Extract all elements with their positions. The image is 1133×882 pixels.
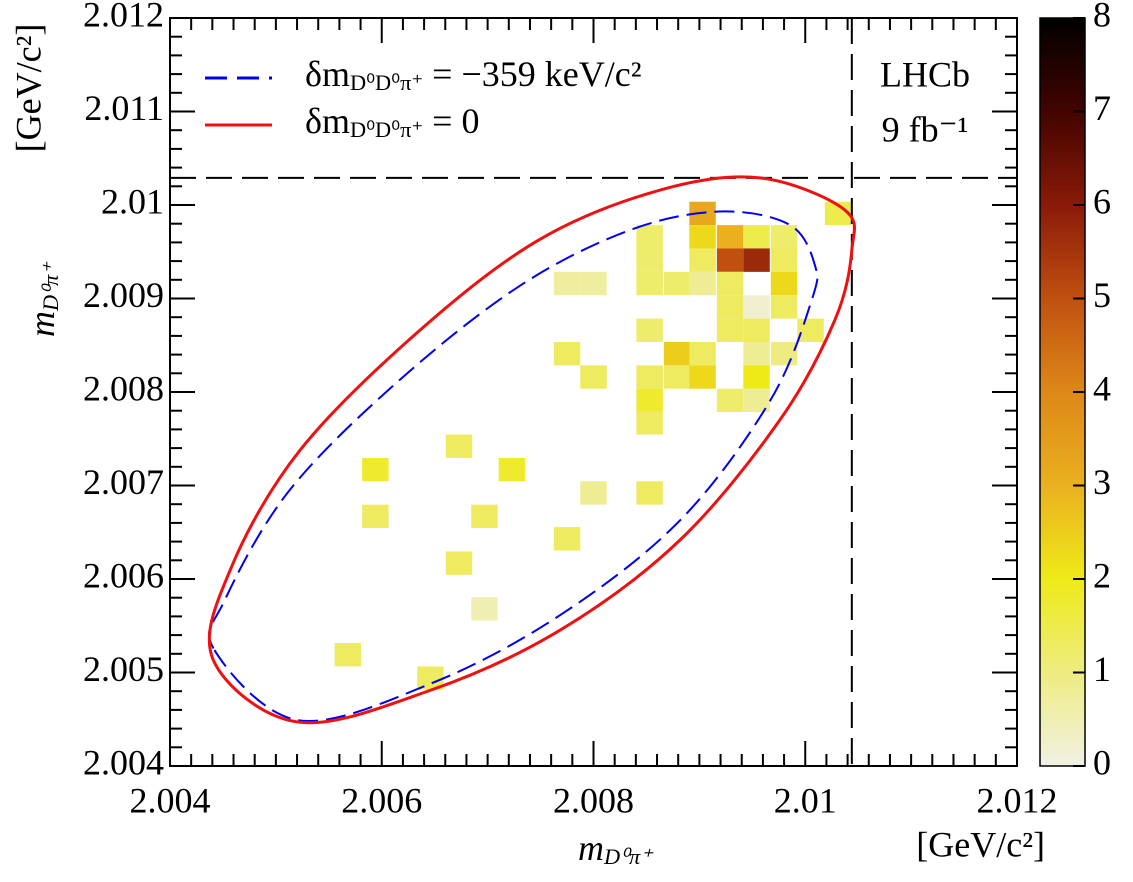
heatmap-cell — [663, 365, 691, 389]
heatmap-cell — [743, 341, 770, 366]
heatmap-cell — [636, 225, 663, 249]
y-tick-label: 2.012 — [83, 0, 164, 34]
heatmap-cell — [445, 551, 473, 575]
colorbar-tick-label: 8 — [1093, 0, 1111, 34]
heatmap-cell — [636, 388, 663, 413]
y-axis-title-part: m — [22, 311, 62, 337]
heatmap-cell — [743, 225, 770, 249]
heatmap-cell — [743, 365, 770, 389]
heatmap-cell — [362, 504, 389, 529]
x-tick-label: 2.012 — [977, 780, 1058, 820]
y-axis-title-part: D⁰π⁺ — [38, 261, 63, 312]
y-tick-label: 2.004 — [83, 742, 164, 782]
colorbar-tick-label: 7 — [1093, 88, 1111, 128]
heatmap-cell — [824, 201, 852, 226]
heatmap-cell — [689, 271, 716, 296]
heatmap-cell — [553, 341, 581, 366]
heatmap-cell — [716, 271, 744, 296]
heatmap-cell — [636, 411, 663, 435]
x-axis-unit: [GeV/c²] — [916, 824, 1045, 864]
annotation: LHCb — [880, 54, 970, 94]
x-tick-label: 2.004 — [130, 780, 211, 820]
heatmap-cell — [580, 481, 607, 505]
x-axis-title-part: m — [578, 828, 604, 868]
colorbar-tick-label: 3 — [1093, 462, 1111, 502]
legend-label-part: = −359 keV/c² — [423, 54, 641, 94]
legend-label: δmD⁰D⁰π⁺ = −359 keV/c² — [305, 54, 642, 94]
y-tick-label: 2.009 — [83, 275, 164, 315]
legend-label-part: D⁰D⁰π⁺ — [350, 70, 423, 95]
heatmap-cell — [770, 295, 798, 319]
heatmap-cell — [471, 597, 498, 621]
heatmap-cell — [689, 365, 716, 389]
heatmap-cell — [498, 457, 526, 482]
heatmap-cell — [716, 388, 744, 413]
heatmap-cell — [743, 388, 770, 413]
colorbar-tick-label: 2 — [1093, 555, 1111, 595]
y-tick-label: 2.008 — [83, 368, 164, 408]
colorbar-tick-label: 5 — [1093, 275, 1111, 315]
colorbar-tick-label: 4 — [1093, 368, 1111, 408]
legend-label-part: δm — [305, 101, 350, 141]
heatmap-cell — [770, 225, 798, 249]
heatmap-cell — [445, 434, 473, 458]
contour-line — [207, 175, 856, 725]
heatmap-cell — [743, 318, 770, 342]
y-tick-label: 2.01 — [101, 181, 164, 221]
x-tick-label: 2.008 — [553, 780, 634, 820]
heatmap-cell — [553, 527, 581, 551]
heatmap-cell — [770, 271, 798, 296]
y-axis-title: mD⁰π⁺ — [22, 261, 62, 337]
heatmap-cell — [716, 318, 744, 342]
contour-line — [208, 210, 819, 722]
heatmap-cell — [334, 643, 362, 667]
heatmap-cell — [770, 341, 798, 366]
y-tick-label: 2.006 — [83, 555, 164, 595]
legend-label: δmD⁰D⁰π⁺ = 0 — [305, 101, 479, 141]
annotation: 9 fb⁻¹ — [882, 109, 969, 149]
legend-label-part: D⁰D⁰π⁺ — [350, 117, 423, 142]
legend-label-part: δm — [305, 54, 350, 94]
heatmap-cell — [716, 248, 744, 272]
heatmap-cell — [663, 271, 691, 296]
y-tick-label: 2.011 — [84, 88, 164, 128]
heatmap-cell — [580, 271, 607, 296]
heatmap-cell — [636, 365, 663, 389]
colorbar-tick-label: 0 — [1093, 742, 1111, 782]
heatmap-cell — [716, 225, 744, 249]
y-axis-unit: [GeV/c²] — [8, 24, 48, 153]
heatmap-cell — [636, 318, 663, 342]
heatmap-cell — [689, 248, 716, 272]
heatmap-cell — [689, 225, 716, 249]
legend-label-part: = 0 — [423, 101, 479, 141]
heatmap-cell — [689, 341, 716, 366]
y-tick-label: 2.005 — [83, 649, 164, 689]
x-axis-title-part: D⁰π⁺ — [603, 844, 654, 869]
colorbar-tick-label: 1 — [1093, 649, 1111, 689]
x-axis-title: mD⁰π⁺ — [578, 828, 654, 868]
heatmap-cell — [663, 341, 691, 366]
heatmap-cell — [636, 271, 663, 296]
heatmap-cell — [362, 457, 389, 482]
heatmap-cell — [580, 365, 607, 389]
heatmap-cell — [770, 248, 798, 272]
heatmap-cell — [716, 295, 744, 319]
heatmap-cell — [636, 248, 663, 272]
heatmap-cell — [636, 481, 663, 505]
colorbar-tick-label: 6 — [1093, 181, 1111, 221]
heatmap-cell — [743, 248, 770, 272]
heatmap-cell — [471, 504, 498, 529]
y-tick-label: 2.007 — [83, 462, 164, 502]
heatmap-cell — [797, 318, 824, 342]
x-tick-label: 2.01 — [774, 780, 837, 820]
heatmap-cell — [553, 271, 581, 296]
x-tick-label: 2.006 — [341, 780, 422, 820]
heatmap-cell — [417, 666, 444, 690]
heatmap-cell — [743, 295, 770, 319]
